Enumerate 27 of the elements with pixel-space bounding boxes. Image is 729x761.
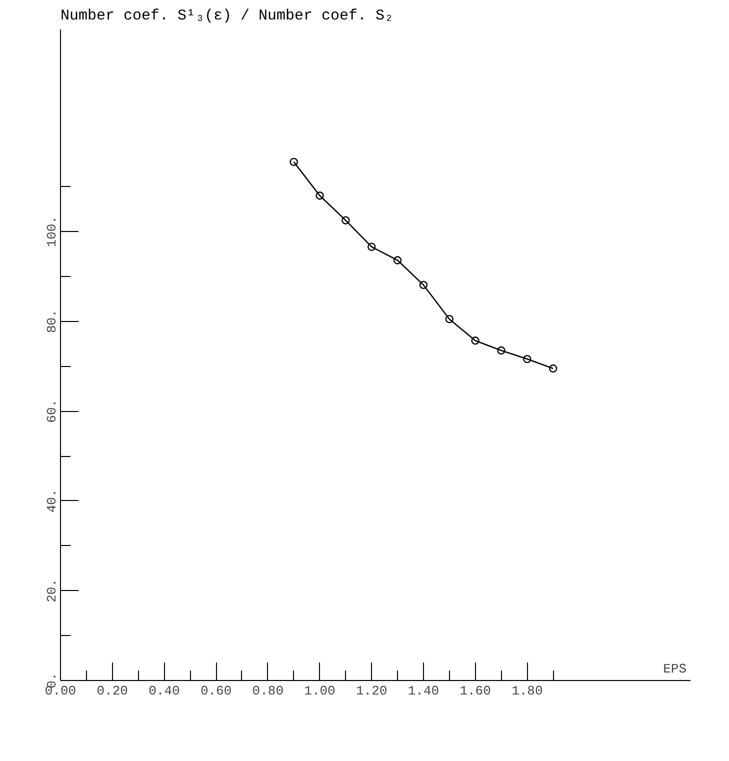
x-tick-label: 1.80 [512,684,543,698]
y-tick-label: 80. [44,310,60,334]
x-tick-label: 0.40 [148,684,180,698]
x-tick-label: 0.20 [96,684,128,698]
y-tick-label: 60. [44,399,60,423]
point [393,256,402,264]
x-tick-label: 1.40 [408,684,440,698]
x-axis-title: EPS [663,662,687,676]
point [497,346,506,355]
point [368,242,376,251]
y-tick-label: 40. [44,489,60,513]
point [342,216,350,224]
y-axis-title: Number coef. S¹₃(ε) / Number coef. S₂ [60,8,394,24]
point [290,158,298,166]
x-tick-label: 1.00 [304,684,336,698]
y-tick-label: 100. [44,216,60,248]
point [419,280,428,290]
point [445,314,454,324]
x-tick-label: 1.20 [356,684,388,698]
point [316,192,324,200]
point [548,364,558,373]
point [471,336,480,345]
x-tick-label: 0.60 [200,684,232,698]
x-tick-label: 0.80 [252,684,284,698]
x-tick-label: 1.60 [460,684,491,698]
y-tick-label: 20. [44,579,60,602]
point [523,354,532,364]
